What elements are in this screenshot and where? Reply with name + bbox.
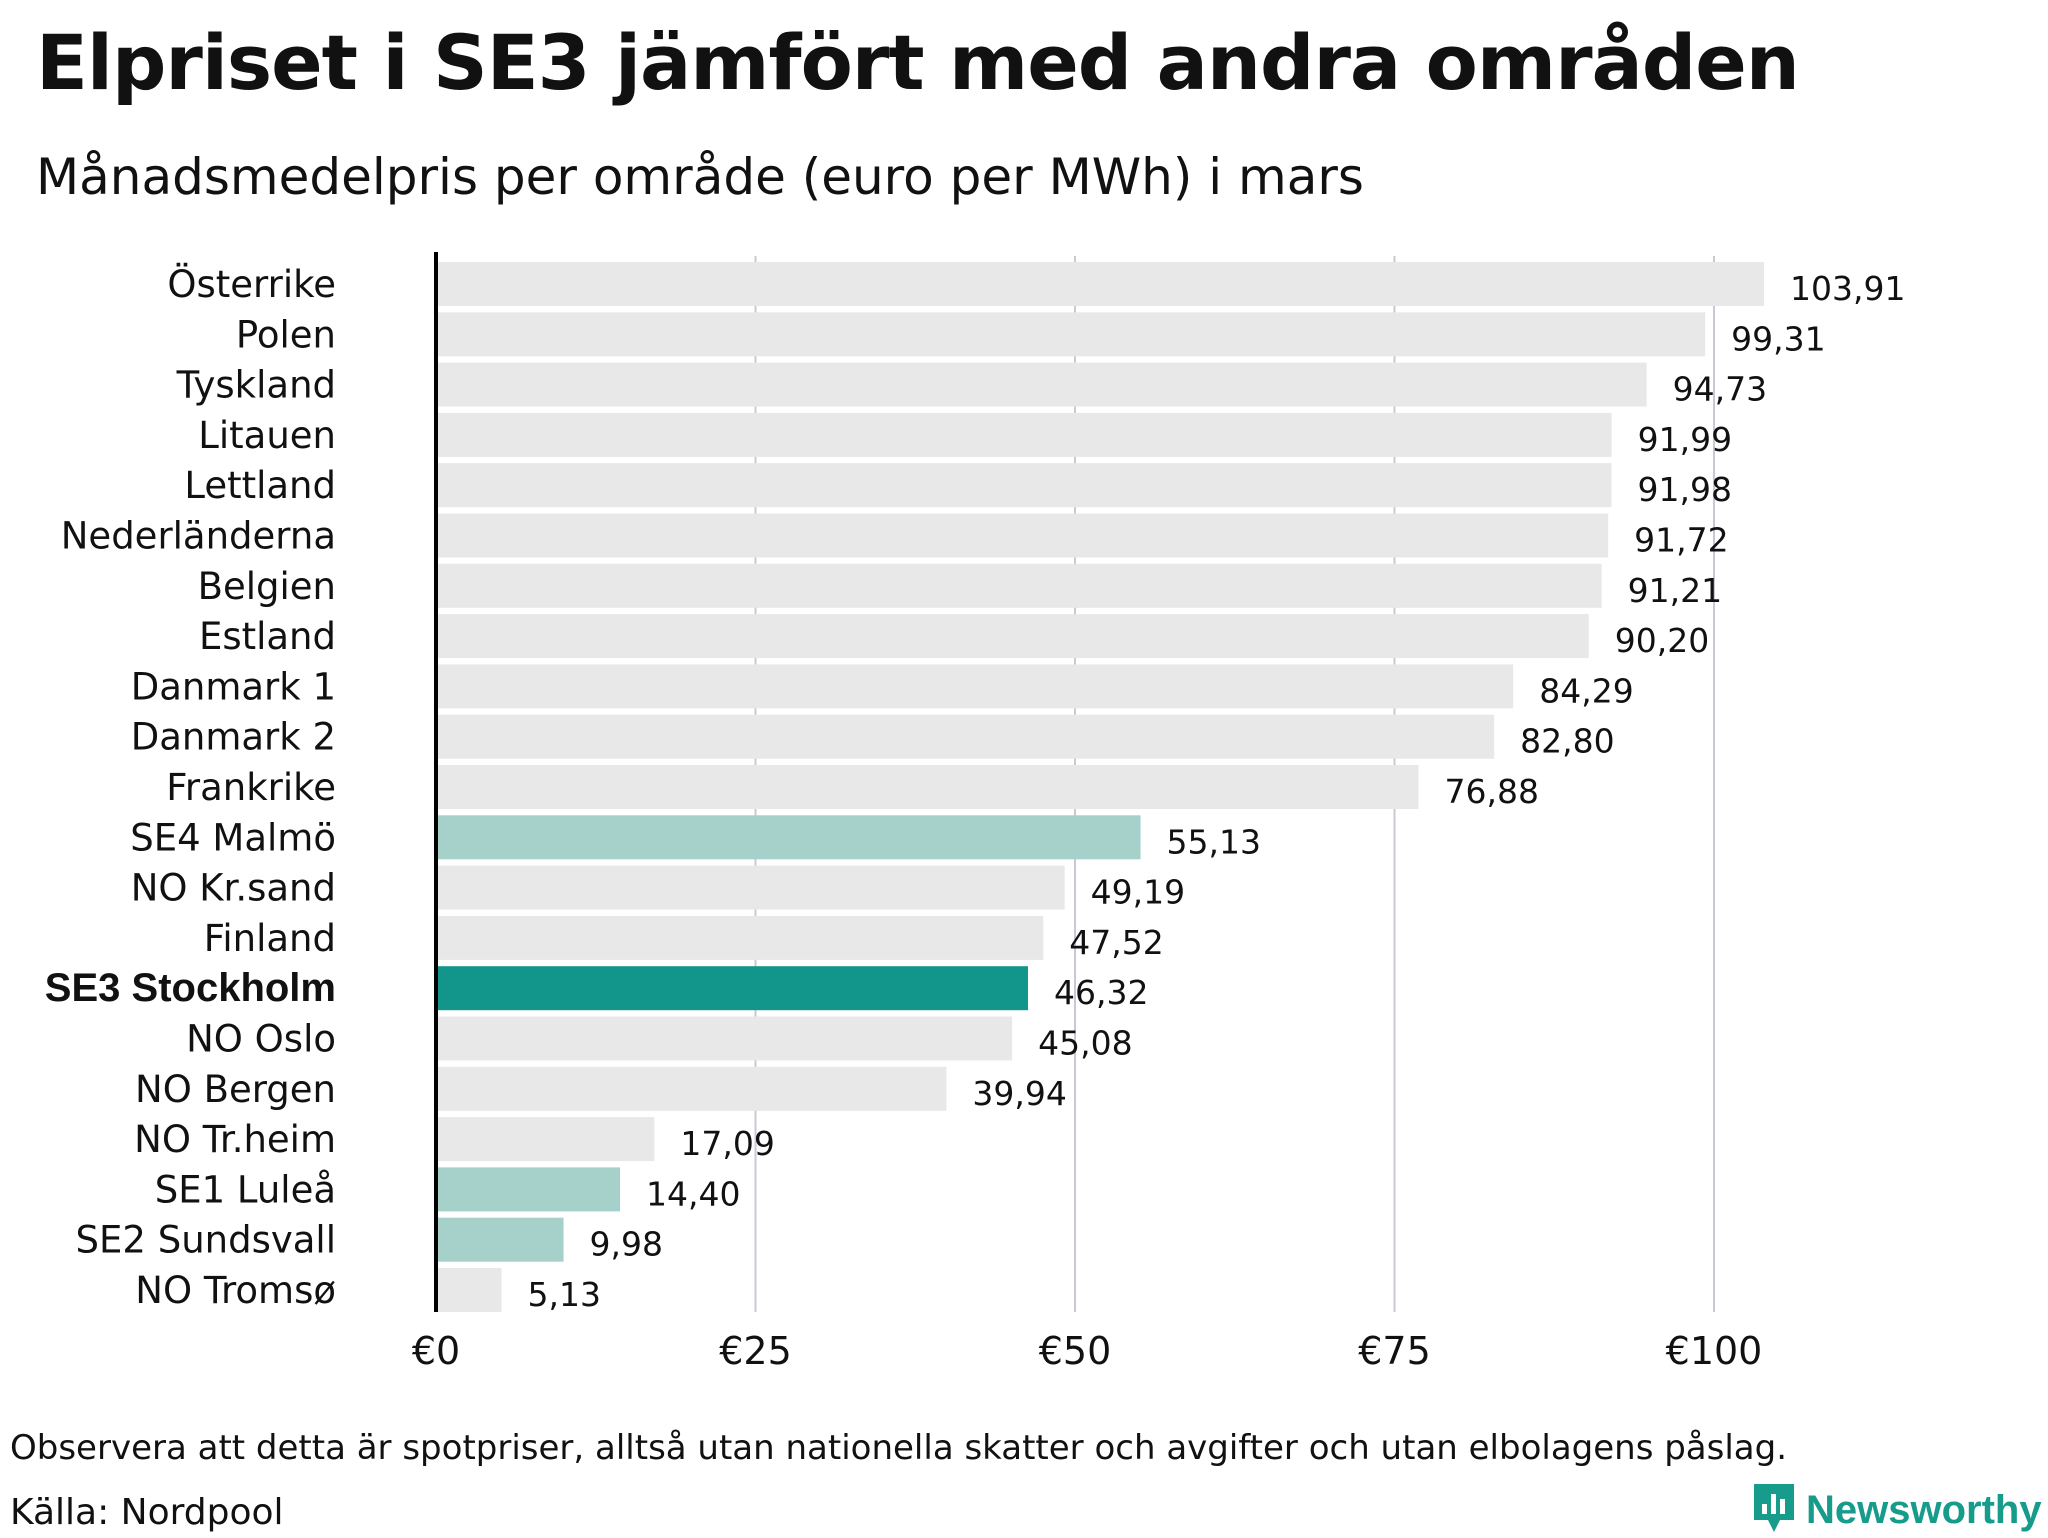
category-label: Danmark 1 (131, 665, 336, 708)
bar (436, 1217, 564, 1262)
bar (436, 262, 1764, 306)
bar-chart: Österrike Polen Tyskland Litauen Lettland Ned… (45, 252, 1906, 1373)
value-label: 45,08 (1038, 1024, 1132, 1063)
brand-logo[interactable]: Newsworthy (1752, 1482, 2042, 1538)
x-axis: €0 €25 €50 €75 €100 (412, 252, 1763, 1373)
category-label: Nederländerna (61, 515, 336, 558)
category-label: SE2 Sundsvall (76, 1219, 336, 1262)
bar (436, 614, 1589, 659)
category-label: Estland (199, 615, 336, 658)
chart-subtitle: Månadsmedelpris per område (euro per MWh… (36, 148, 1364, 206)
value-labels: 103,91 99,31 94,73 91,99 91,98 91,72 91,21 90,2… (528, 269, 1906, 1314)
category-labels: Österrike Polen Tyskland Litauen Lettland Ned… (45, 263, 336, 1312)
value-label: 39,94 (972, 1074, 1066, 1113)
category-label: NO Tr.heim (134, 1118, 336, 1161)
bar (436, 1016, 1013, 1061)
category-label: Polen (236, 313, 336, 356)
category-label: SE4 Malmö (130, 816, 336, 859)
value-label: 9,98 (590, 1225, 663, 1264)
value-label: 103,91 (1790, 269, 1905, 308)
bar (436, 412, 1612, 457)
x-tick-label: €25 (719, 1329, 792, 1373)
footnote: Observera att detta är spotpriser, allts… (10, 1428, 1788, 1468)
brand-name: Newsworthy (1806, 1487, 2042, 1532)
value-label: 76,88 (1445, 772, 1539, 811)
bar (436, 815, 1141, 860)
value-label: 91,72 (1634, 521, 1728, 560)
value-label: 49,19 (1091, 873, 1185, 912)
x-tick-label: €50 (1039, 1329, 1112, 1373)
value-label: 84,29 (1539, 671, 1633, 710)
category-label: Finland (204, 917, 336, 960)
category-label: NO Bergen (135, 1068, 336, 1111)
value-label: 99,31 (1731, 319, 1825, 358)
value-label: 17,09 (680, 1124, 774, 1163)
bar (436, 563, 1602, 608)
value-label: 94,73 (1673, 370, 1767, 409)
category-label: Litauen (198, 414, 336, 457)
bar (436, 1167, 621, 1212)
category-label: Belgien (198, 565, 336, 608)
bar (436, 312, 1706, 357)
value-label: 55,13 (1167, 822, 1261, 861)
bar (436, 1117, 655, 1162)
source-note: Källa: Nordpool (10, 1492, 284, 1533)
bar (436, 1268, 502, 1312)
value-label: 91,98 (1638, 470, 1732, 509)
bar (436, 714, 1495, 759)
category-label: SE1 Luleå (155, 1168, 336, 1211)
value-label: 91,21 (1628, 571, 1722, 610)
bar (436, 966, 1028, 1011)
value-label: 5,13 (528, 1275, 601, 1314)
category-label: Danmark 2 (131, 716, 336, 759)
value-label: 14,40 (646, 1174, 740, 1213)
category-label: SE3 Stockholm (45, 966, 336, 1010)
category-label: Lettland (184, 464, 336, 507)
category-label: Österrike (167, 263, 336, 306)
value-label: 82,80 (1520, 722, 1614, 761)
category-label: NO Tromsø (135, 1269, 336, 1312)
bar (436, 664, 1514, 709)
value-label: 47,52 (1069, 923, 1163, 962)
x-tick-label: €75 (1358, 1329, 1431, 1373)
category-label: NO Oslo (186, 1018, 336, 1061)
x-tick-label: €100 (1666, 1329, 1763, 1373)
bar (436, 865, 1065, 910)
bar (436, 915, 1044, 960)
bar (436, 1066, 947, 1111)
bar (436, 765, 1419, 809)
category-label: Tyskland (176, 364, 336, 407)
bars (436, 262, 1764, 1312)
category-label: Frankrike (166, 766, 336, 809)
chart-title: Elpriset i SE3 jämfört med andra områden (36, 18, 1800, 107)
value-label: 91,99 (1638, 420, 1732, 459)
value-label: 90,20 (1615, 621, 1709, 660)
bar (436, 463, 1612, 508)
value-label: 46,32 (1054, 973, 1148, 1012)
category-label: NO Kr.sand (131, 867, 336, 910)
bar (436, 362, 1647, 407)
bar (436, 513, 1609, 558)
x-tick-label: €0 (412, 1329, 460, 1373)
newsworthy-logo-icon (1752, 1482, 1796, 1538)
